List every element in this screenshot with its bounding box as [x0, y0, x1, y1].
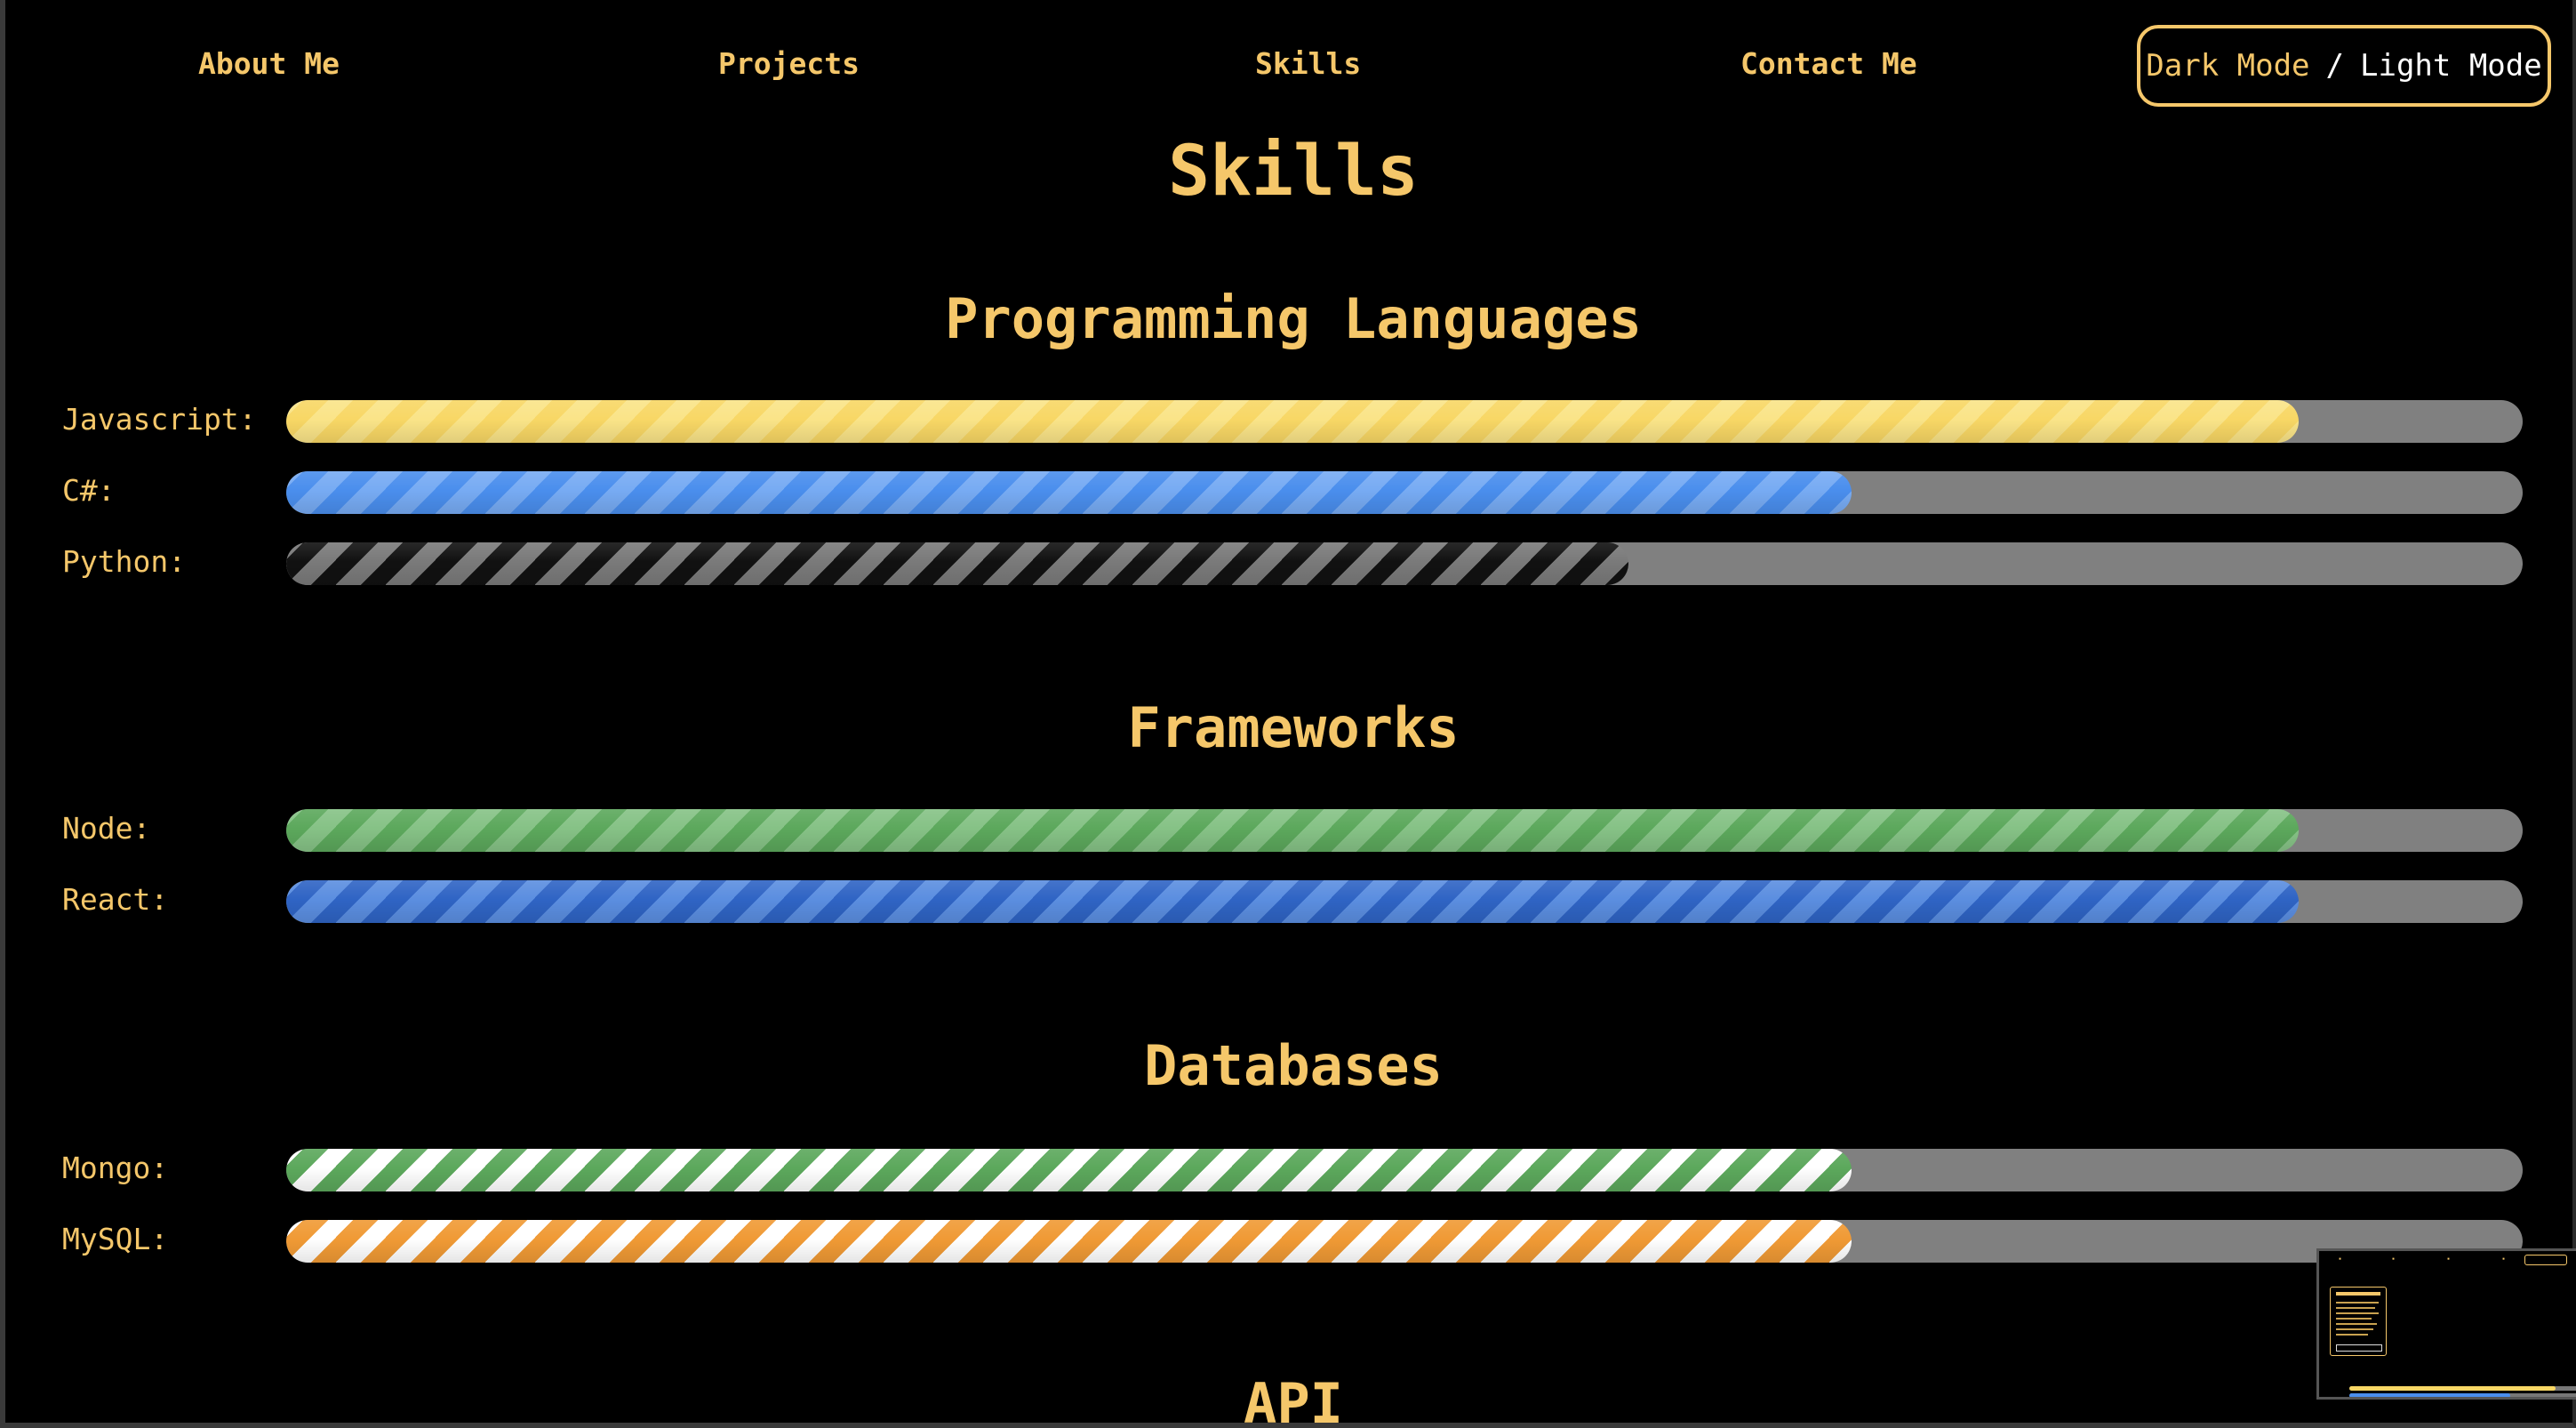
page-title: Skills [1168, 132, 1419, 212]
skill-label-mysql: MySQL: [62, 1222, 169, 1256]
skill-bar-fill-mongo [286, 1149, 1852, 1191]
theme-toggle-button[interactable]: Dark Mode / Light Mode [2137, 25, 2551, 107]
skill-label-javascript: Javascript: [62, 402, 257, 437]
page-preview-thumbnail[interactable]: ▪ ▪ ▪ ▪ [2316, 1248, 2576, 1400]
skill-bar-mongo [286, 1149, 2523, 1191]
skill-label-csharp: C#: [62, 473, 116, 508]
section-title-frameworks: Frameworks [1127, 695, 1460, 760]
thumbnail-bar-1 [2349, 1386, 2576, 1391]
nav-skills[interactable]: Skills [1255, 46, 1362, 81]
top-nav: About Me Projects Skills Contact Me Dark… [0, 0, 2576, 133]
skill-bar-python [286, 542, 2523, 585]
nav-contact-me[interactable]: Contact Me [1740, 46, 1917, 81]
skill-bar-fill-node [286, 809, 2300, 852]
skill-label-python: Python: [62, 544, 187, 579]
skill-bar-fill-javascript [286, 400, 2300, 443]
thumbnail-bar-2 [2349, 1393, 2576, 1397]
thumbnail-project-card [2330, 1287, 2387, 1356]
dark-mode-label: Dark Mode [2146, 48, 2310, 84]
skill-bar-fill-mysql [286, 1220, 1852, 1263]
light-mode-label: Light Mode [2360, 48, 2542, 84]
skill-bar-node [286, 809, 2523, 852]
skill-bar-csharp [286, 471, 2523, 514]
toggle-separator: / [2325, 48, 2344, 84]
section-title-api: API [1244, 1371, 1343, 1428]
skill-bar-fill-python [286, 542, 1628, 585]
skill-bar-javascript [286, 400, 2523, 443]
section-title-programming-languages: Programming Languages [945, 286, 1642, 351]
section-title-databases: Databases [1144, 1033, 1443, 1098]
skill-bar-fill-csharp [286, 471, 1852, 514]
skill-label-react: React: [62, 882, 169, 917]
skill-bar-fill-react [286, 880, 2300, 923]
nav-about-me[interactable]: About Me [198, 46, 340, 81]
nav-projects[interactable]: Projects [718, 46, 860, 81]
thumbnail-nav: ▪ ▪ ▪ ▪ [2339, 1256, 2506, 1262]
thumbnail-toggle [2524, 1255, 2567, 1265]
skill-bar-react [286, 880, 2523, 923]
skill-label-node: Node: [62, 811, 151, 846]
skill-bar-mysql [286, 1220, 2523, 1263]
skill-label-mongo: Mongo: [62, 1151, 169, 1185]
